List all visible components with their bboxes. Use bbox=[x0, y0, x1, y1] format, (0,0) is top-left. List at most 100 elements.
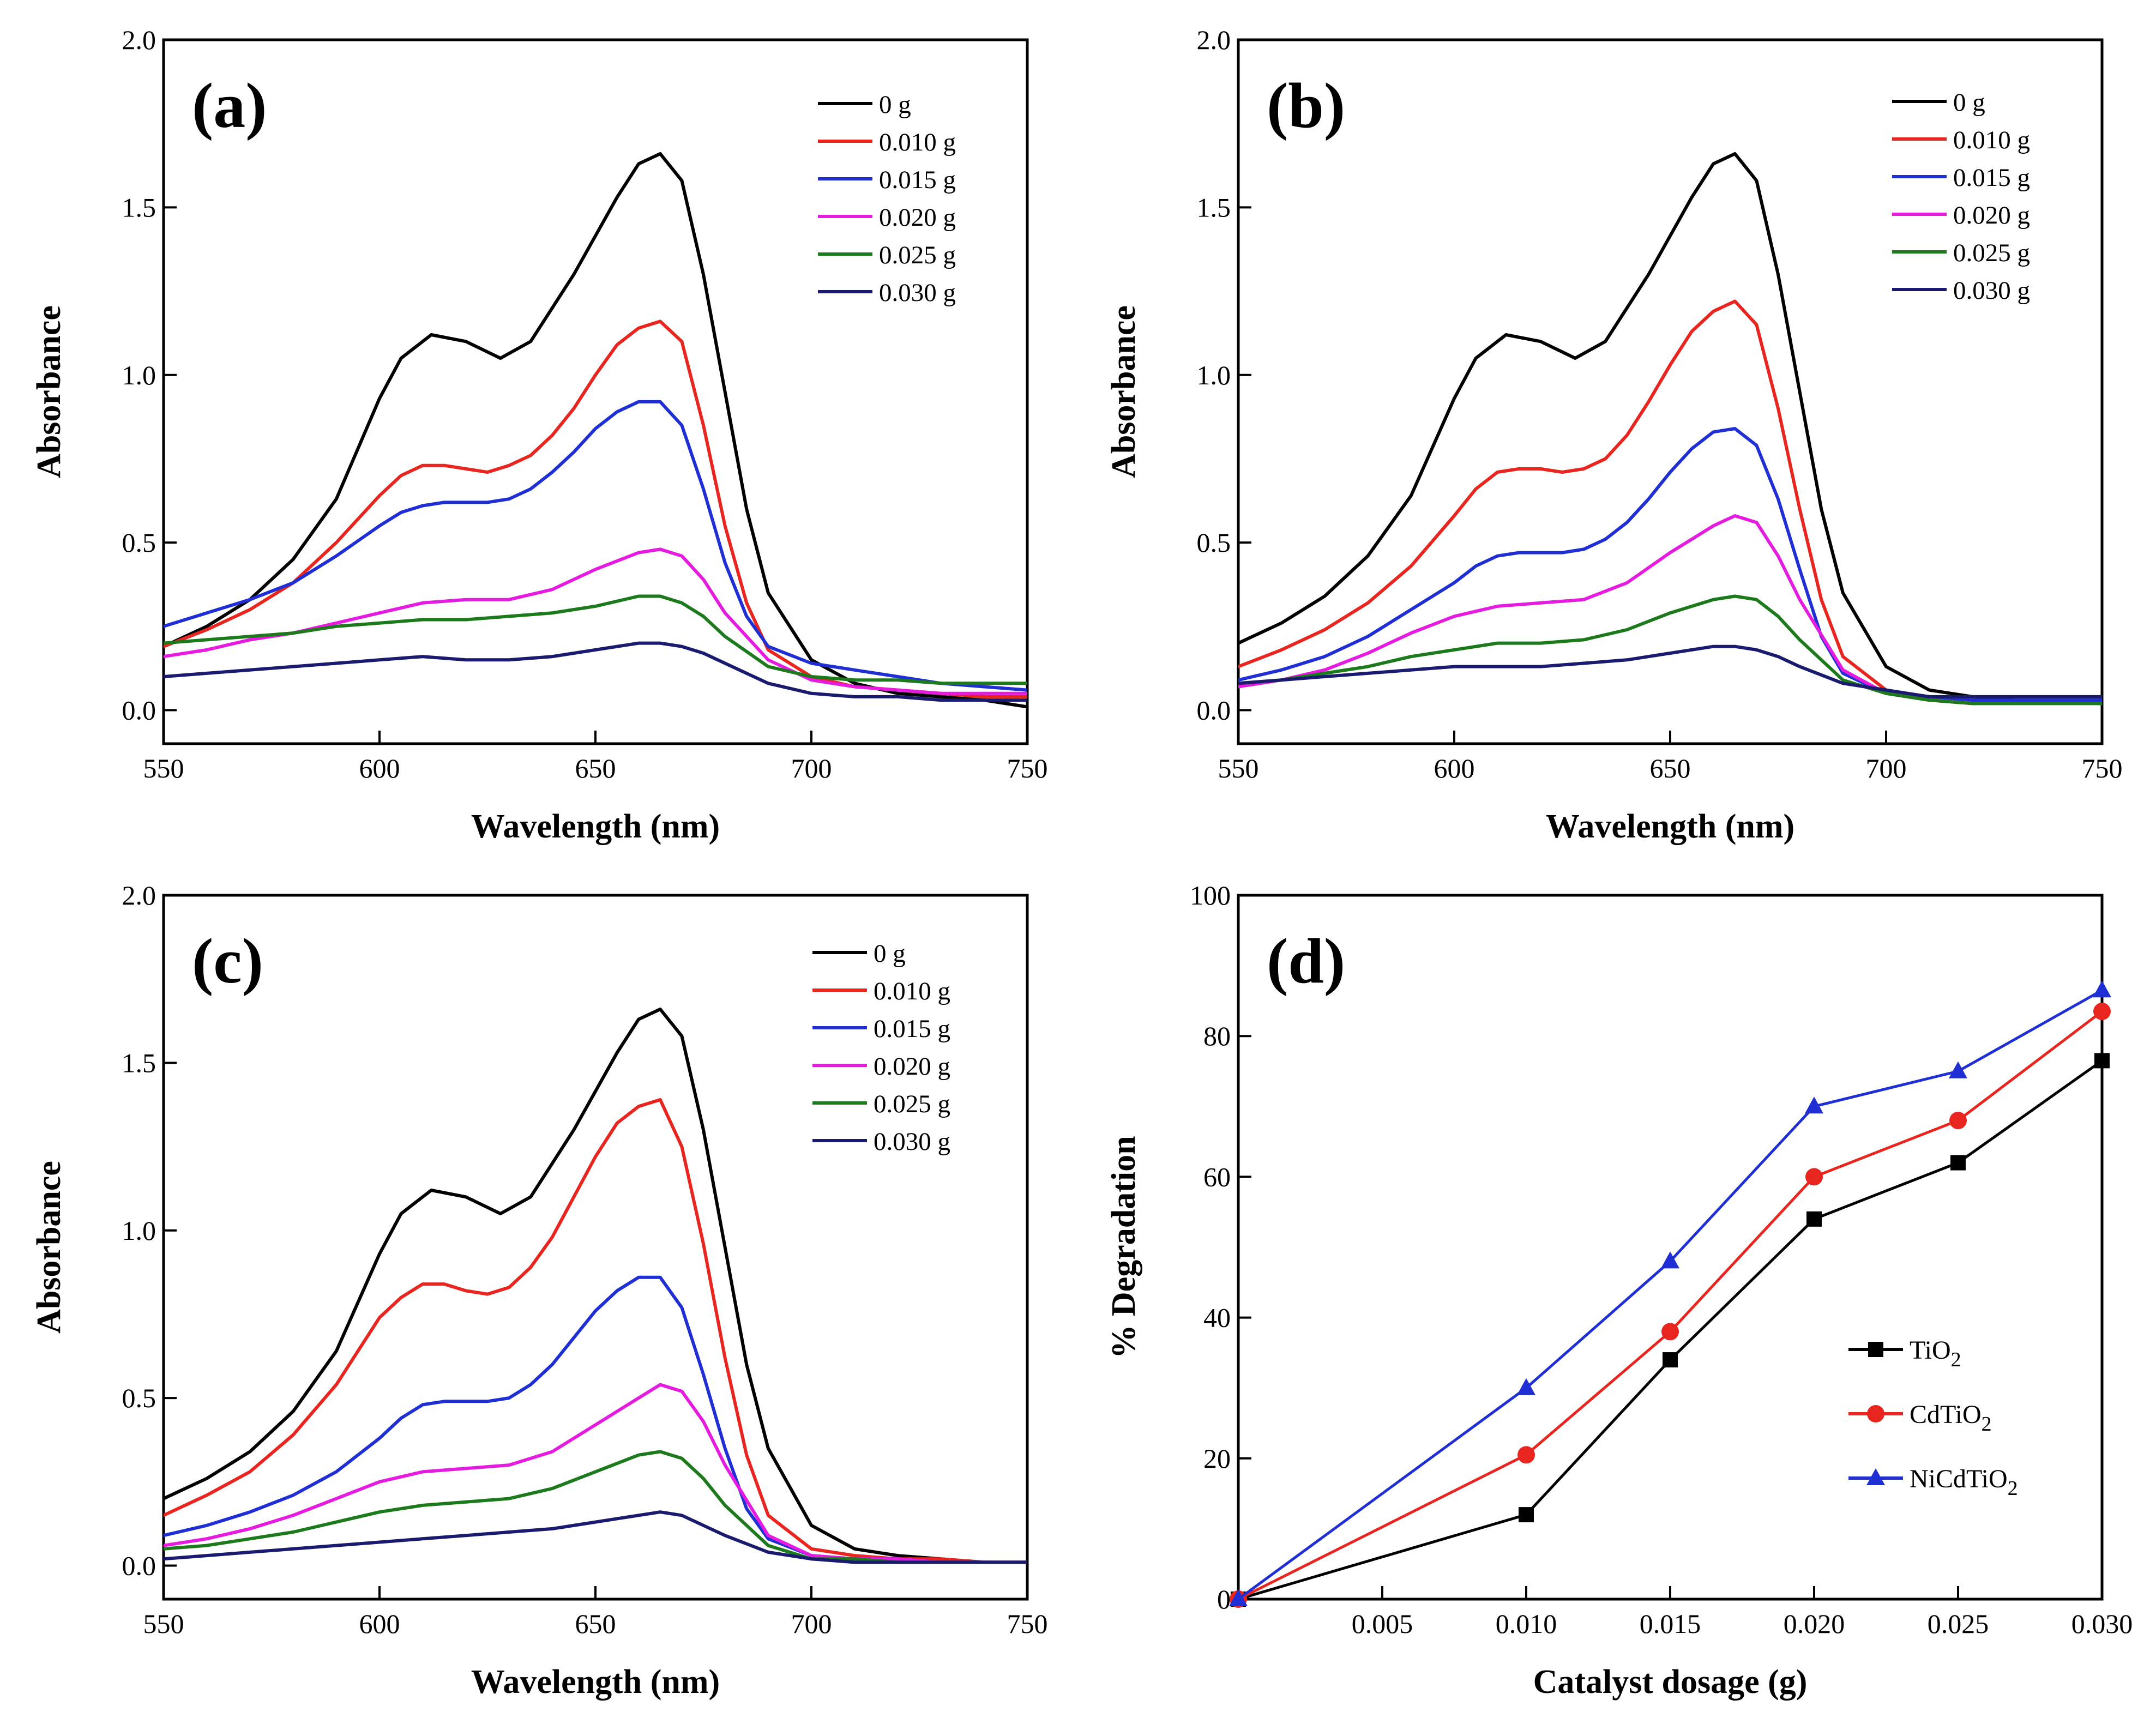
x-tick-label: 650 bbox=[575, 753, 616, 783]
data-point-triangle bbox=[2093, 980, 2111, 998]
y-tick-label: 0.5 bbox=[122, 527, 156, 558]
data-point-square bbox=[2094, 1053, 2110, 1069]
y-tick-label: 1.0 bbox=[122, 360, 156, 390]
data-point-circle bbox=[1517, 1446, 1535, 1464]
legend-label-2: 0.015 g bbox=[879, 166, 956, 194]
legend-label-1: 0.010 g bbox=[874, 977, 950, 1005]
series-line-1 bbox=[164, 320, 1027, 698]
y-tick-label: 0.0 bbox=[122, 1551, 156, 1581]
y-tick-label: 0.5 bbox=[122, 1383, 156, 1413]
x-tick-label: 700 bbox=[791, 1608, 832, 1639]
series-line-1 bbox=[164, 1098, 1027, 1564]
series-line-5 bbox=[164, 641, 1027, 702]
x-axis-title: Catalyst dosage (g) bbox=[1533, 1663, 1808, 1701]
series-line-2 bbox=[164, 400, 1027, 692]
data-point-triangle bbox=[1949, 1061, 1967, 1078]
x-tick-label: 750 bbox=[2082, 753, 2123, 783]
y-axis-title: Absorbance bbox=[31, 1161, 68, 1334]
data-point-triangle bbox=[1517, 1378, 1535, 1395]
x-tick-label: 750 bbox=[1007, 1608, 1048, 1639]
y-tick-label: 100 bbox=[1190, 880, 1231, 911]
y-tick-label: 20 bbox=[1203, 1443, 1231, 1474]
data-point-circle bbox=[1661, 1323, 1679, 1341]
x-tick-label: 550 bbox=[143, 753, 184, 783]
y-tick-label: 80 bbox=[1203, 1021, 1231, 1051]
legend: 0 g 0.010 g 0.015 g 0.020 g 0.025 g 0.030 g bbox=[1892, 88, 2030, 305]
legend-label-0: 0 g bbox=[874, 939, 906, 968]
y-tick-label: 1.0 bbox=[1197, 360, 1231, 390]
x-tick-label: 600 bbox=[359, 753, 400, 783]
panel-label: (a) bbox=[192, 70, 267, 141]
legend: 0 g 0.010 g 0.015 g 0.020 g 0.025 g 0.030 g bbox=[812, 939, 950, 1156]
panel-label: (d) bbox=[1267, 925, 1345, 997]
data-point-square bbox=[1806, 1211, 1822, 1227]
data-point-triangle bbox=[1229, 1589, 1248, 1606]
y-tick-label: 0.0 bbox=[122, 695, 156, 726]
y-tick-label: 1.5 bbox=[122, 1047, 156, 1078]
y-tick-label: 2.0 bbox=[122, 880, 156, 911]
legend-label-0: TiO2 bbox=[1910, 1336, 1961, 1371]
data-point-triangle bbox=[1805, 1096, 1823, 1114]
legend-label-2: 0.015 g bbox=[874, 1015, 950, 1043]
legend-marker-triangle bbox=[1866, 1468, 1885, 1485]
y-tick-label: 2.0 bbox=[1197, 25, 1231, 55]
legend-label-1: 0.010 g bbox=[879, 128, 956, 156]
y-tick-label: 2.0 bbox=[122, 25, 156, 55]
x-axis-title: Wavelength (nm) bbox=[1546, 808, 1794, 845]
series-line-5 bbox=[1238, 644, 2102, 698]
legend-label-5: 0.030 g bbox=[879, 279, 956, 307]
x-tick-label: 700 bbox=[791, 753, 832, 783]
y-tick-label: 1.5 bbox=[122, 192, 156, 222]
y-axis-title: % Degradation bbox=[1105, 1136, 1142, 1358]
series-line-0 bbox=[1238, 1059, 2102, 1599]
y-tick-label: 1.0 bbox=[122, 1215, 156, 1246]
legend-label-2: 0.015 g bbox=[1953, 164, 2030, 192]
legend-marker-circle bbox=[1867, 1405, 1884, 1422]
series-line-2 bbox=[1238, 427, 2102, 702]
panel-a: 0.0 0.5 1.0 1.5 2.0 550 600 650 700 750 Wavelength… bbox=[31, 25, 1048, 845]
legend-label-1: CdTiO2 bbox=[1910, 1400, 1992, 1436]
legend: TiO2 CdTiO2 NiCdTiO2 bbox=[1848, 1336, 2018, 1500]
x-tick-label: 750 bbox=[1007, 753, 1048, 783]
y-axis-title: Absorbance bbox=[31, 305, 68, 478]
x-tick-label: 0.030 bbox=[2071, 1608, 2133, 1639]
panel-c: 0.0 0.5 1.0 1.5 2.0 550 600 650 700 750 Wavelength… bbox=[31, 880, 1048, 1701]
x-axis-title: Wavelength (nm) bbox=[471, 1663, 720, 1701]
x-tick-label: 650 bbox=[1650, 753, 1691, 783]
legend-label-0: 0 g bbox=[879, 91, 911, 119]
panel-d: 0 20 40 60 80 100 0.005 0.010 0.015 0.020 0.025 0.0… bbox=[1105, 880, 2133, 1701]
legend-subscript: 2 bbox=[2008, 1477, 2018, 1500]
legend-label-5: 0.030 g bbox=[1953, 276, 2030, 305]
data-point-circle bbox=[2093, 1003, 2111, 1021]
panel-b: 0.0 0.5 1.0 1.5 2.0 550 600 650 700 750 Wavelength… bbox=[1105, 25, 2123, 845]
legend-label-3: 0.020 g bbox=[1953, 201, 2030, 230]
data-point-square bbox=[1519, 1507, 1534, 1523]
y-axis-title: Absorbance bbox=[1105, 305, 1142, 478]
series-line-4 bbox=[164, 1450, 1027, 1564]
y-tick-label: 0 bbox=[1217, 1584, 1231, 1614]
panel-label: (b) bbox=[1267, 70, 1345, 141]
data-point-triangle bbox=[1661, 1251, 1679, 1269]
y-tick-label: 0.5 bbox=[1197, 527, 1231, 558]
series-line-2 bbox=[1238, 988, 2102, 1599]
x-tick-label: 650 bbox=[575, 1608, 616, 1639]
x-axis-title: Wavelength (nm) bbox=[471, 808, 720, 845]
legend-label-0: 0 g bbox=[1953, 88, 1985, 117]
legend-subscript: 2 bbox=[1951, 1348, 1961, 1371]
x-tick-label: 0.010 bbox=[1496, 1608, 1557, 1639]
y-tick-label: 0.0 bbox=[1197, 695, 1231, 726]
legend-label-4: 0.025 g bbox=[1953, 239, 2030, 267]
series-line-1 bbox=[1238, 299, 2102, 706]
y-tick-label: 60 bbox=[1203, 1161, 1231, 1192]
series-line-0 bbox=[164, 1008, 1027, 1564]
legend-label-3: 0.020 g bbox=[874, 1052, 950, 1081]
legend-marker-square bbox=[1868, 1342, 1883, 1357]
plot-frame bbox=[1237, 894, 2104, 1601]
x-tick-label: 600 bbox=[1434, 753, 1475, 783]
data-point-square bbox=[1950, 1155, 1966, 1171]
y-tick-label: 1.5 bbox=[1197, 192, 1231, 222]
legend-label-5: 0.030 g bbox=[874, 1128, 950, 1156]
x-tick-label: 0.020 bbox=[1784, 1608, 1845, 1639]
x-tick-label: 0.025 bbox=[1928, 1608, 1989, 1639]
